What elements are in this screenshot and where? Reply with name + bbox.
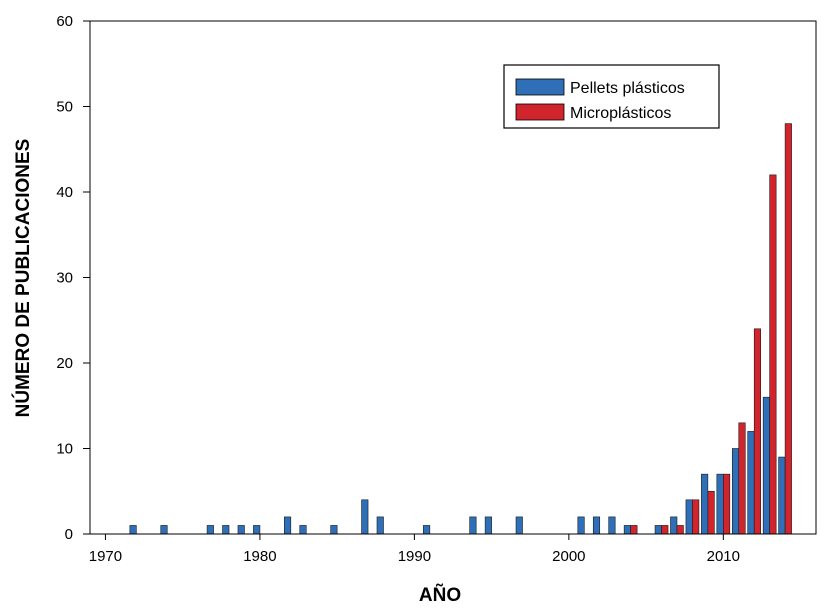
bar-pellets-1997 (515, 516, 523, 535)
x-axis-ticks: 1970 1980 1990 2000 2010 (89, 534, 740, 565)
bar-pellets-2002 (592, 516, 601, 535)
bar-pellets-2011 (731, 448, 740, 535)
bar-pellets-1991 (423, 525, 431, 535)
bar-microplasticos-2012 (753, 328, 762, 535)
bar-microplasticos-2010 (723, 473, 731, 535)
legend-swatch-pellets (515, 78, 565, 96)
y-tick-label: 30 (56, 270, 73, 287)
bar-pellets-1987 (361, 499, 369, 535)
y-axis-title: NÚMERO DE PUBLICACIONES (12, 139, 34, 418)
bar-microplasticos-2011 (738, 422, 746, 535)
y-tick-label: 50 (56, 99, 73, 116)
bar-pellets-1983 (299, 525, 307, 535)
bar-pellets-1972 (129, 525, 137, 535)
bar-pellets-2010 (716, 473, 724, 535)
y-axis-ticks: 0 10 20 30 40 50 60 (56, 13, 90, 543)
bar-microplasticos-2009 (707, 490, 715, 535)
x-tick-label: 1980 (243, 548, 276, 565)
bar-pellets-1977 (206, 525, 214, 535)
legend-label-microplasticos: Microplásticos (570, 105, 671, 122)
bar-pellets-2013 (762, 396, 770, 535)
bar-pellets-1995 (484, 516, 492, 535)
bar-pellets-1978 (222, 525, 230, 535)
bar-pellets-2007 (670, 516, 678, 535)
x-tick-label: 2010 (707, 548, 740, 565)
bar-microplasticos-2006 (661, 525, 669, 535)
legend-label-pellets: Pellets plásticos (570, 80, 685, 97)
bar-pellets-2003 (608, 516, 616, 535)
bar-pellets-1994 (469, 516, 477, 535)
legend: Pellets plásticos Microplásticos (503, 64, 720, 129)
y-tick-label: 10 (56, 441, 73, 458)
bar-microplasticos-2013 (769, 174, 777, 535)
bar-pellets-1982 (284, 516, 292, 535)
y-tick-label: 60 (56, 13, 73, 30)
x-axis-title: AÑO (419, 584, 461, 606)
bar-pellets-1980 (253, 525, 261, 535)
y-tick-label: 0 (65, 526, 73, 543)
bar-pellets-1988 (376, 516, 384, 535)
x-tick-label: 1990 (398, 548, 431, 565)
x-tick-label: 2000 (552, 548, 585, 565)
bar-pellets-1979 (237, 525, 245, 535)
plot-area-frame (89, 20, 817, 535)
legend-box (503, 64, 720, 129)
bar-microplasticos-2004 (630, 525, 638, 535)
bar-microplasticos-2014 (784, 123, 792, 535)
bar-pellets-2012 (747, 431, 755, 535)
bar-pellets-2008 (685, 499, 693, 535)
bar-pellets-2009 (701, 473, 709, 535)
bar-pellets-1985 (330, 525, 338, 535)
bar-pellets-2001 (577, 516, 585, 535)
legend-swatch-microplasticos (515, 103, 565, 121)
bar-pellets-2014 (778, 456, 786, 535)
bars-layer (129, 123, 792, 535)
bar-pellets-1974 (160, 525, 168, 535)
y-tick-label: 40 (56, 184, 73, 201)
y-tick-label: 20 (56, 355, 73, 372)
bar-pellets-2006 (654, 525, 662, 535)
bar-microplasticos-2007 (676, 525, 684, 535)
bar-microplasticos-2008 (692, 499, 700, 535)
bar-pellets-2004 (623, 525, 631, 535)
x-tick-label: 1970 (89, 548, 122, 565)
